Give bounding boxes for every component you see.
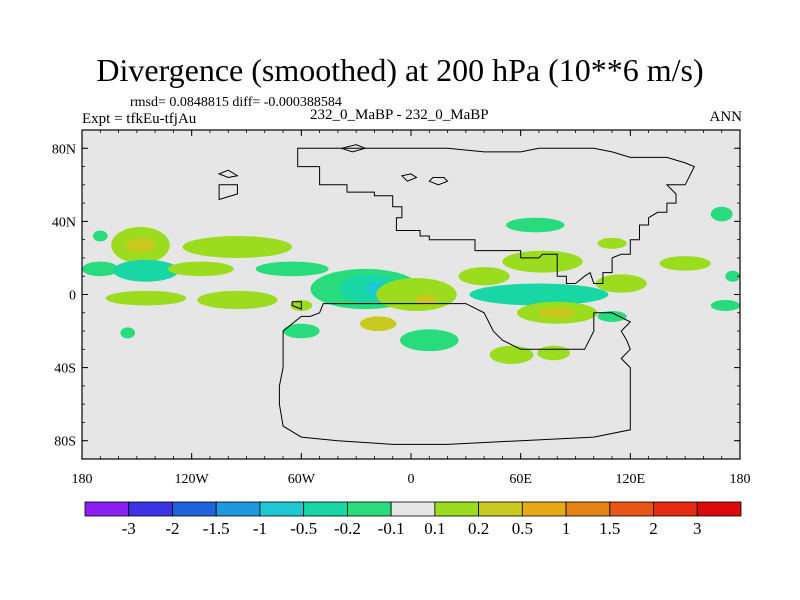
coastline-2 [218, 184, 238, 201]
colorbar-swatch-14 [696, 501, 742, 517]
x-tick-label-1: 120W [175, 472, 210, 487]
colorbar-label-5: -0.2 [334, 519, 361, 538]
field-blob-16 [376, 278, 457, 311]
colorbar-swatch-11 [565, 501, 611, 517]
field-blob-32 [710, 206, 733, 222]
coastline-4 [339, 144, 367, 153]
field-blob-31 [659, 256, 711, 271]
colorbar-swatch-6 [346, 501, 392, 517]
y-axis: 80N 40N 0 40S 80S [52, 129, 740, 460]
field-blob-11 [120, 327, 136, 339]
coastline-1 [278, 303, 632, 445]
colorbar-swatch-3 [215, 501, 261, 517]
field-blob-9 [197, 290, 278, 310]
field-blob-27 [595, 274, 647, 293]
coastline-3 [217, 169, 239, 179]
field-blob-20 [458, 267, 510, 286]
colorbar-label-0: -3 [122, 519, 136, 538]
colorbar-swatch-12 [609, 501, 654, 517]
field-blob-8 [105, 290, 187, 306]
colorbar: -3 -2 -1.5 -1 -0.5 -0.2 -0.1 0.1 0.2 0.5 1 1.5 2 3 [84, 501, 742, 538]
field-blob-34 [710, 299, 740, 311]
field-blob-4 [113, 259, 179, 282]
experiment-label: Expt = tfkEu-tfjAu [82, 111, 197, 127]
field-blob-17 [414, 294, 437, 306]
colorbar-label-3: -1 [253, 519, 267, 538]
x-tick-label-4: 60E [509, 472, 532, 487]
stats-label: rmsd= 0.0848815 diff= -0.000388584 [130, 95, 342, 110]
field-blob-6 [167, 261, 234, 277]
field-blob-26 [597, 237, 627, 249]
period-label: ANN [709, 109, 743, 125]
field-blob-1 [92, 230, 108, 242]
coastline-5 [428, 177, 449, 186]
field-blob-29 [489, 345, 534, 364]
coastline-7 [400, 173, 418, 182]
y-tick-label-0: 80N [52, 142, 76, 157]
field-blob-7 [255, 261, 329, 277]
colorbar-swatch-7 [390, 501, 436, 517]
colorbar-label-4: -0.5 [290, 519, 317, 538]
divergence-field [82, 206, 740, 364]
colorbar-label-8: 0.2 [468, 519, 489, 538]
field-blob-12 [283, 323, 320, 339]
colorbar-label-2: -1.5 [203, 519, 230, 538]
field-blob-23 [469, 283, 609, 306]
colorbar-label-12: 2 [649, 519, 658, 538]
y-tick-label-2: 0 [69, 289, 76, 304]
x-tick-label-3: 0 [408, 472, 415, 487]
continent-outlines [217, 144, 695, 445]
colorbar-swatch-5 [303, 501, 348, 517]
colorbar-label-6: -0.1 [378, 519, 405, 538]
colorbar-label-9: 0.5 [512, 519, 533, 538]
colorbar-swatch-4 [259, 501, 305, 517]
field-blob-30 [537, 345, 571, 361]
y-tick-label-3: 40S [54, 362, 76, 377]
y-tick-label-4: 80S [54, 435, 76, 450]
cases-label: 232_0_MaBP - 232_0_MaBP [310, 107, 489, 123]
x-tick-label-5: 120E [616, 472, 646, 487]
colorbar-label-7: 0.1 [424, 519, 445, 538]
field-blob-25 [538, 307, 576, 319]
coastline-6 [291, 301, 302, 310]
y-tick-label-1: 40N [52, 215, 76, 230]
field-blob-33 [725, 270, 740, 282]
field-blob-5 [182, 236, 293, 258]
x-tick-label-6: 180 [730, 472, 751, 487]
chart-title: Divergence (smoothed) at 200 hPa (10**6 … [96, 52, 704, 88]
field-blob-0 [82, 261, 119, 277]
field-blob-21 [502, 250, 583, 273]
x-tick-label-0: 180 [72, 472, 93, 487]
colorbar-label-1: -2 [165, 519, 179, 538]
x-axis: 180 120W 60W 0 60E 120E 180 [72, 130, 751, 487]
field-blob-19 [400, 329, 459, 352]
colorbar-swatch-1 [128, 501, 173, 517]
field-blob-18 [359, 316, 397, 332]
field-blob-22 [506, 217, 565, 233]
colorbar-swatch-2 [172, 501, 217, 517]
colorbar-swatch-9 [478, 501, 523, 517]
colorbar-swatch-8 [434, 501, 480, 517]
colorbar-label-11: 1.5 [599, 519, 620, 538]
colorbar-swatch-10 [521, 501, 567, 517]
colorbar-label-10: 1 [562, 519, 571, 538]
field-blob-3 [125, 237, 156, 253]
colorbar-swatch-13 [653, 501, 698, 517]
x-tick-label-2: 60W [288, 472, 316, 487]
coastline-0 [297, 147, 695, 284]
colorbar-swatch-0 [84, 501, 130, 517]
colorbar-label-13: 3 [693, 519, 702, 538]
field-blob-28 [597, 310, 627, 322]
